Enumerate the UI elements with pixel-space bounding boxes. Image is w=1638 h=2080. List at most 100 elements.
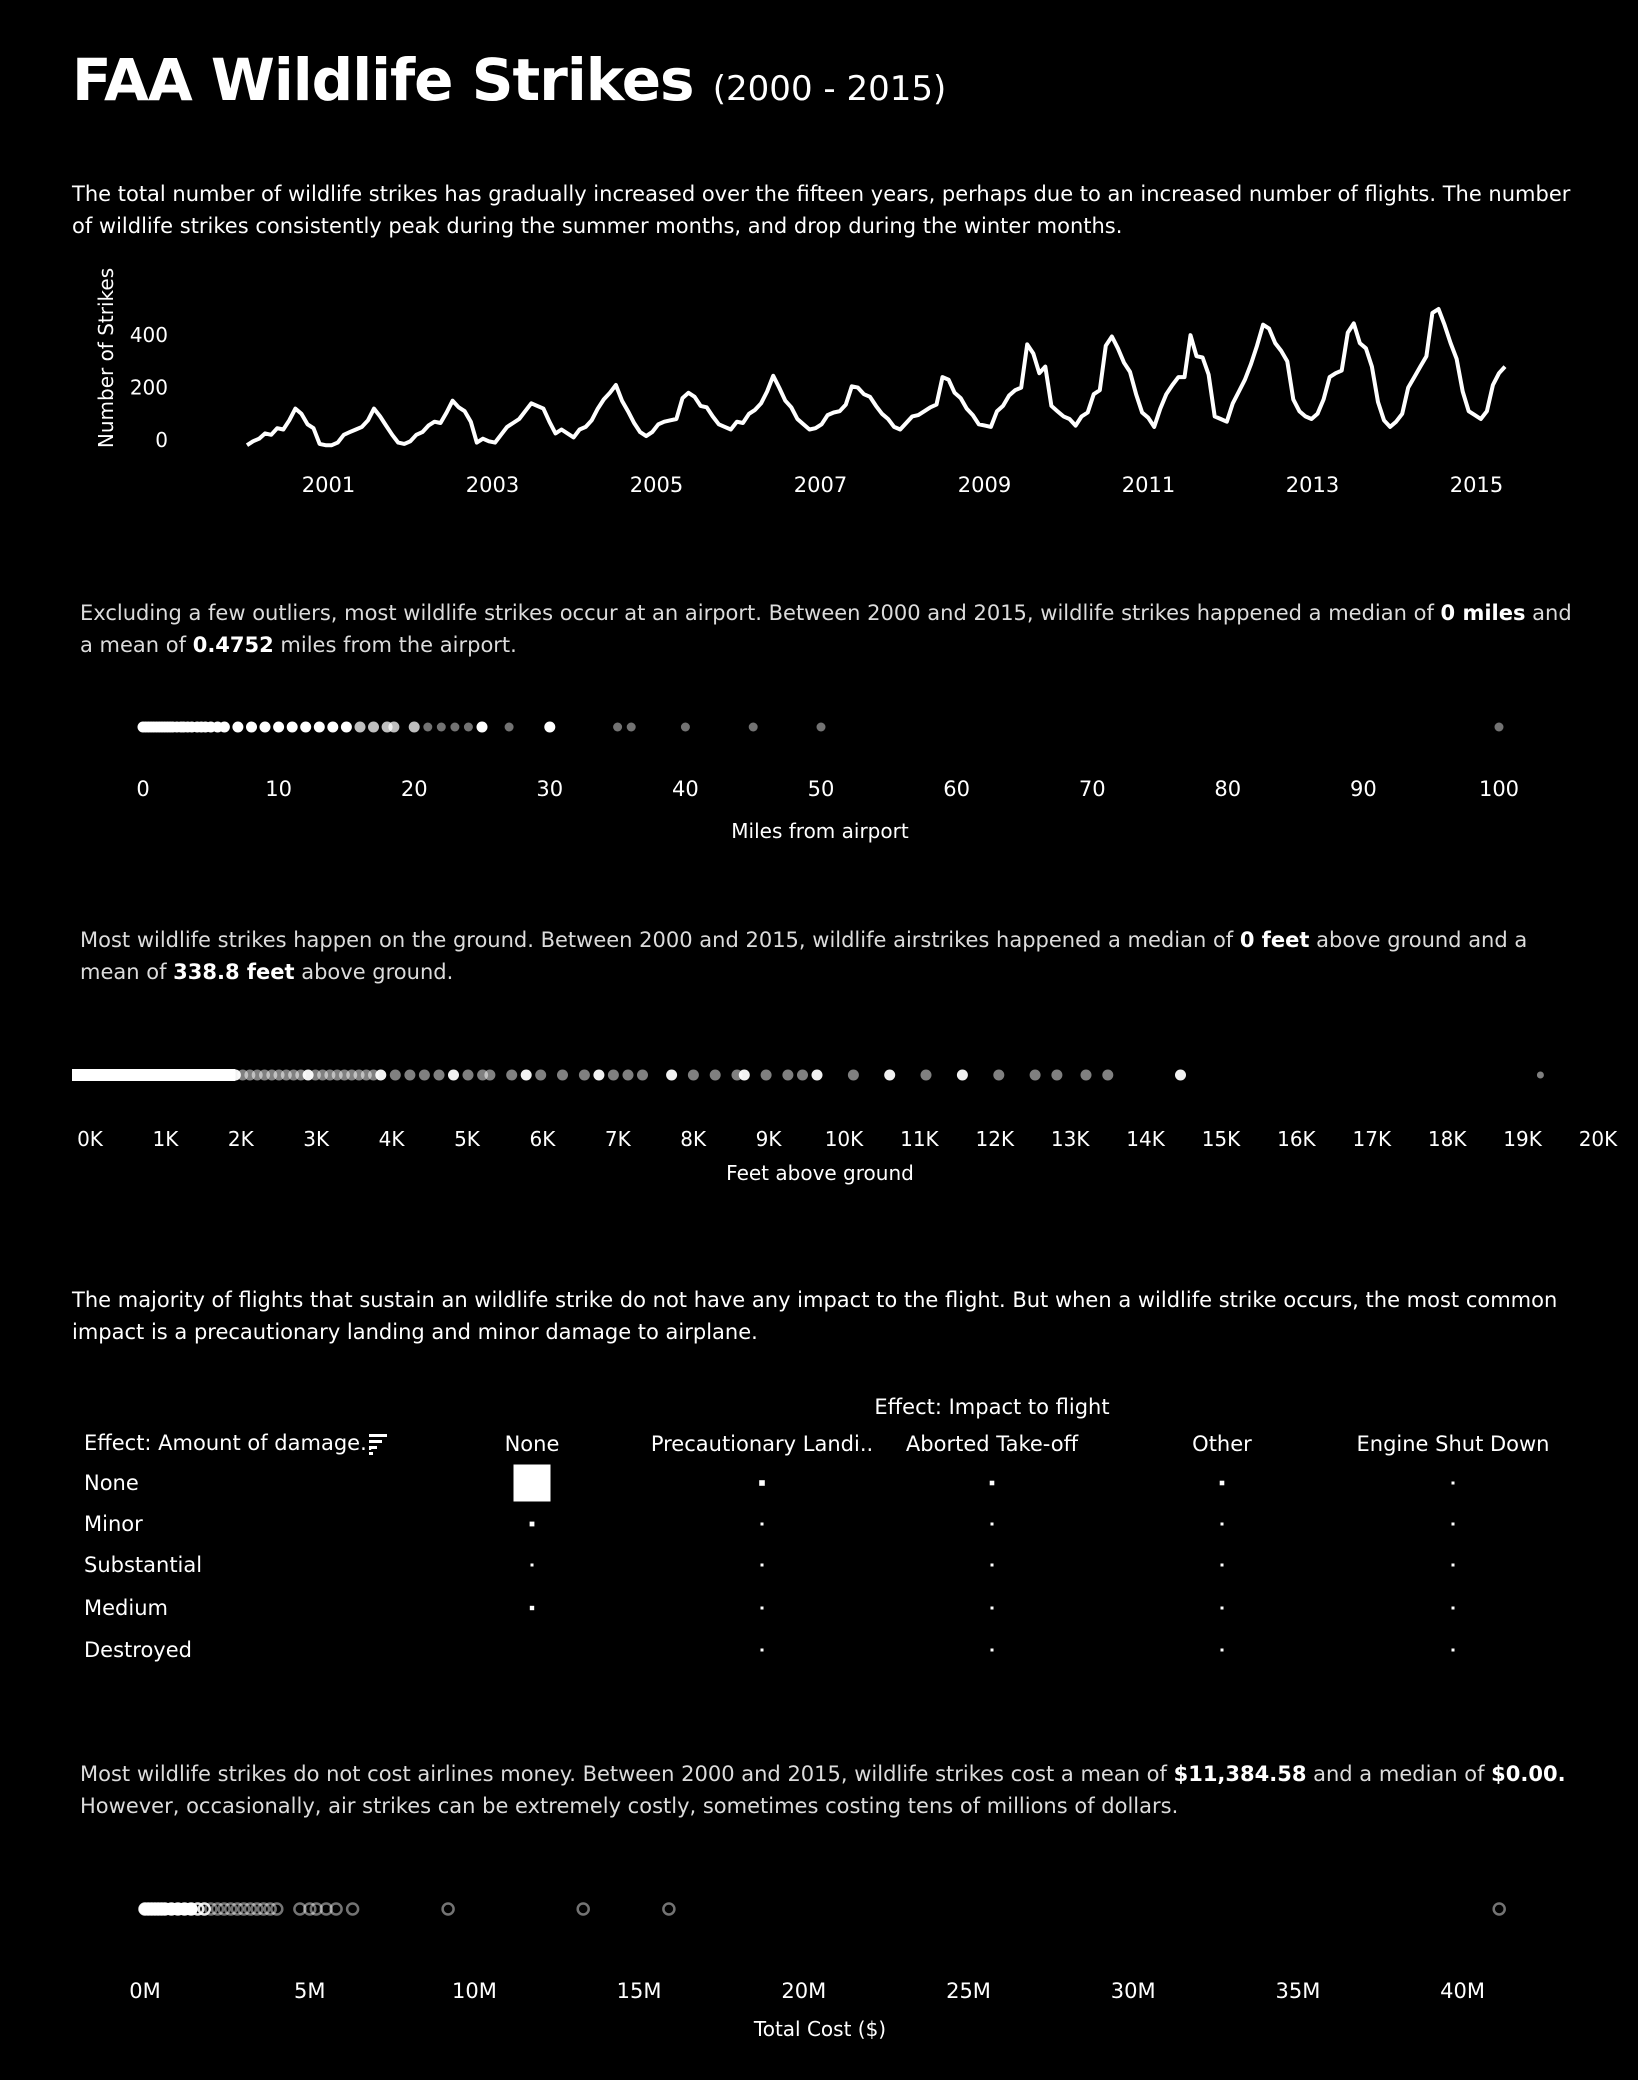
column-label: None [505,1432,560,1456]
x-tick-label: 30 [536,777,563,801]
column-label: Aborted Take-off [906,1432,1079,1456]
x-tick-label: 3K [303,1127,330,1151]
data-dot [1051,1069,1063,1081]
distance-dots [137,721,1504,733]
data-dot [613,722,623,732]
height-dot-plot: 0K 1K 2K 3K 4K 5K 6K 7K 8K 9K 10K 11K 12K 13K 14K 15K 16… [72,1069,1618,1185]
matrix-cell [760,1563,764,1567]
cost-x-ticks: 0M 5M 10M 15M 20M 25M 30M 35M 40M [129,1979,1485,2003]
matrix-cell [529,1521,535,1527]
height-text-1: Most wildlife strikes happen on the grou… [80,928,1240,952]
height-text-2: above ground and a mean of [80,928,1528,984]
y-tick-label: 400 [130,323,168,347]
x-tick-label: 20 [401,777,428,801]
x-tick-label: 20K [1579,1127,1618,1151]
data-dot [408,721,420,733]
data-dot [450,722,460,732]
data-dot [476,721,488,733]
data-dot [218,721,230,733]
distance-x-ticks: 0 10 20 30 40 50 60 70 80 90 100 [136,777,1519,801]
data-dot [847,1069,859,1081]
x-tick-label: 30M [1111,1979,1156,2003]
matrix-column-labels: None Precautionary Landi.. Aborted Take-of… [505,1432,1550,1456]
matrix-cell [760,1522,764,1526]
cost-median: $0.00. [1491,1762,1566,1786]
impact-damage-matrix: Effect: Impact to flight Effect: Amount … [84,1395,1550,1662]
data-dot [256,1902,271,1916]
data-dot [303,1902,317,1916]
data-dot [626,722,636,732]
x-tick-label: 100 [1479,777,1519,801]
matrix-cell [760,1606,764,1610]
data-dot [544,721,556,733]
y-tick-label: 200 [130,376,168,400]
matrix-cell [1451,1648,1455,1652]
y-tick-label: 0 [155,428,168,452]
data-dot [797,1069,808,1081]
cost-dot-plot: 0M 5M 10M 15M 20M 25M 30M 35M 40M Total Cost ($) [129,1902,1506,2041]
row-header[interactable]: Effect: Amount of damage.. [84,1431,373,1455]
x-tick-label: 70 [1079,777,1106,801]
data-dot [1492,1902,1506,1916]
matrix-cell [1220,1648,1224,1652]
column-header: Effect: Impact to flight [874,1395,1109,1419]
data-dot [811,1069,823,1081]
distance-median: 0 miles [1440,601,1526,625]
column-label: Precautionary Landi.. [651,1432,873,1456]
y-axis-label: Number of Strikes [94,268,118,448]
x-tick-label: 2003 [466,473,519,497]
column-label: Other [1192,1432,1252,1456]
x-tick-label: 10K [825,1127,864,1151]
data-dot [263,1902,277,1916]
matrix-cell [990,1648,994,1652]
x-tick-label: 50 [808,777,835,801]
y-tick-group: 0 200 400 [130,323,168,452]
x-tick-label: 2007 [794,473,847,497]
sort-icon[interactable] [369,1434,387,1455]
cost-text-1: Most wildlife strikes do not cost airlin… [80,1762,1174,1786]
row-label: Destroyed [84,1638,192,1662]
data-dot [622,1069,634,1081]
matrix-cell [760,1648,764,1652]
data-dot [782,1069,794,1081]
data-dot [204,1902,218,1916]
x-tick-label: 2013 [1286,473,1339,497]
data-dot [230,1902,245,1916]
data-dot [593,1069,605,1081]
cost-paragraph: Most wildlife strikes do not cost airlin… [80,1758,1580,1822]
strikes-line [245,307,1507,448]
data-dot [223,1902,238,1916]
data-dot [217,1902,231,1916]
height-paragraph: Most wildlife strikes happen on the grou… [80,924,1580,988]
data-dot [340,721,352,733]
matrix-cell [1451,1481,1455,1485]
cost-x-label: Total Cost ($) [753,2017,886,2041]
x-tick-label: 5M [294,1979,325,2003]
distance-paragraph: Excluding a few outliers, most wildlife … [80,597,1580,661]
data-dot [1494,722,1504,732]
matrix-cell [529,1605,535,1611]
x-tick-label: 11K [900,1127,939,1151]
data-dot [576,1902,590,1916]
x-tick-label: 80 [1214,777,1241,801]
data-dot [293,1902,307,1916]
data-dot [1080,1069,1092,1081]
impact-paragraph: The majority of flights that sustain an … [72,1288,1558,1344]
data-dot [506,1069,518,1081]
matrix-cell [1451,1606,1455,1610]
data-dot [286,721,298,733]
data-dot [738,1069,750,1081]
x-tick-label: 0M [129,1979,160,2003]
x-tick-label: 0K [77,1127,104,1151]
x-tick-label: 2001 [302,473,355,497]
data-dot [327,721,339,733]
data-dot [920,1069,932,1081]
data-dot [520,1069,532,1081]
data-dot [956,1069,968,1081]
data-dot [319,1902,333,1916]
data-dot [535,1069,547,1081]
data-dot [687,1069,699,1081]
row-label: None [84,1471,139,1495]
matrix-cell [1220,1522,1224,1526]
